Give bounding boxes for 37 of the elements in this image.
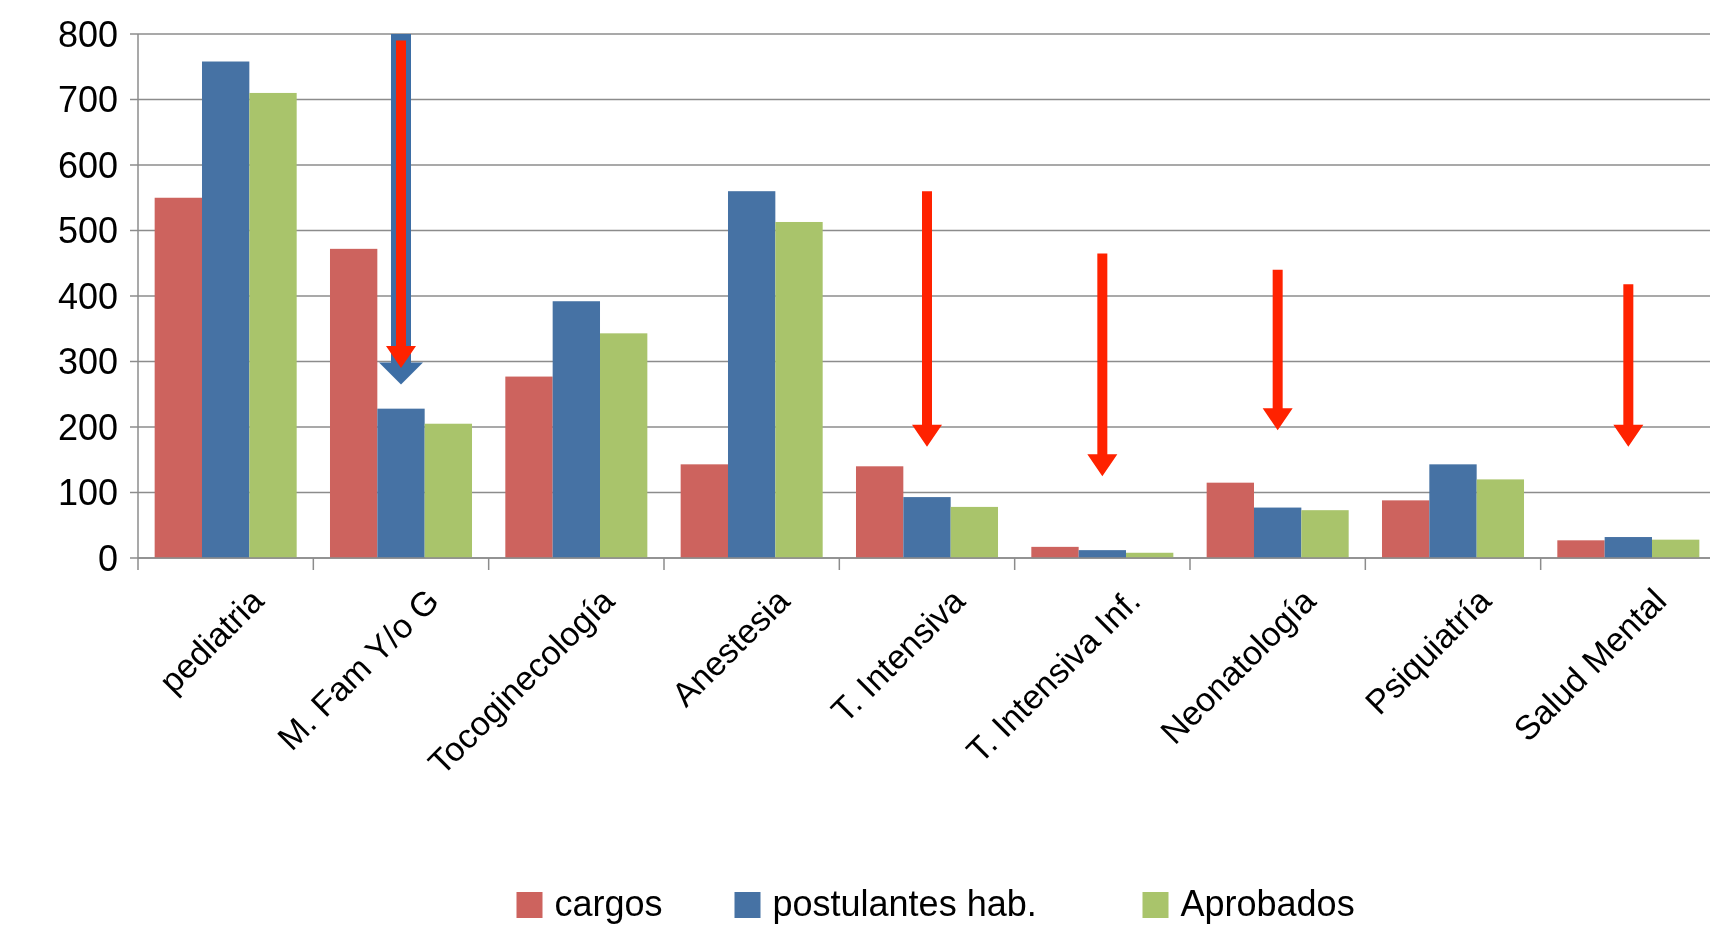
- bar: [329, 248, 378, 558]
- legend-label: cargos: [554, 883, 663, 924]
- bar: [1254, 507, 1302, 558]
- y-tick-label: 100: [57, 472, 118, 514]
- y-tick-label: 400: [57, 275, 118, 317]
- y-tick-label: 600: [57, 144, 118, 186]
- bar: [1557, 540, 1605, 558]
- bar: [1429, 464, 1477, 558]
- bar: [903, 497, 951, 558]
- bar: [1381, 500, 1430, 558]
- bar: [775, 221, 823, 558]
- bar: [680, 464, 728, 558]
- bar: [1031, 546, 1079, 558]
- bar: [1476, 479, 1525, 558]
- bar: [552, 301, 600, 558]
- bar: [424, 423, 473, 558]
- bar: [1604, 537, 1652, 558]
- y-tick-label: 300: [57, 341, 118, 383]
- bar: [249, 92, 297, 558]
- y-tick-label: 200: [57, 406, 118, 448]
- y-tick-label: 800: [57, 13, 118, 55]
- bar: [855, 466, 904, 558]
- bar: [154, 197, 202, 558]
- y-tick-label: 700: [57, 79, 118, 121]
- bar: [377, 408, 425, 558]
- bar: [950, 506, 999, 558]
- bar: [1206, 482, 1254, 558]
- bar: [1301, 510, 1349, 558]
- legend-label: postulantes hab.: [772, 883, 1037, 924]
- bar: [728, 191, 776, 558]
- bar: [202, 61, 250, 558]
- y-tick-label: 500: [57, 210, 118, 252]
- bar: [1652, 539, 1700, 558]
- legend-label: Aprobados: [1180, 883, 1355, 924]
- y-tick-label: 0: [97, 537, 118, 579]
- bar: [505, 376, 553, 558]
- bar: [600, 333, 648, 558]
